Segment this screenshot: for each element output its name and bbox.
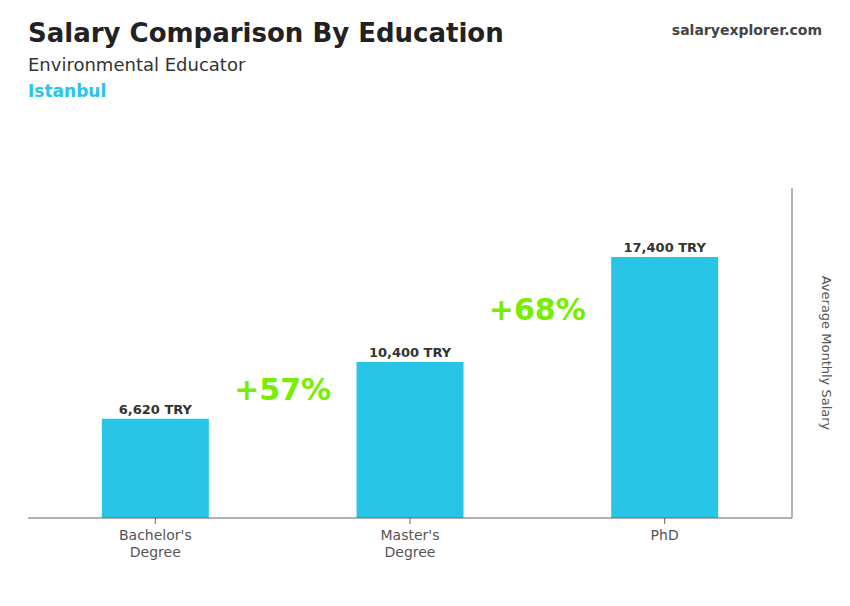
- svg-text:PhD: PhD: [651, 527, 679, 543]
- html-text:Salary Comparison By Education: Salary Comparison By Education: [28, 18, 504, 48]
- svg-text:Master'sDegree: Master'sDegree: [381, 527, 440, 560]
- svg-text:17,400 TRY: 17,400 TRY: [624, 240, 707, 255]
- svg-text:Bachelor'sDegree: Bachelor'sDegree: [119, 527, 192, 560]
- svg-text:6,620 TRY: 6,620 TRY: [119, 402, 193, 417]
- html-text:Environmental Educator: Environmental Educator: [28, 54, 246, 75]
- html-text:+57%: +57%: [234, 372, 332, 408]
- html-text:+68%: +68%: [488, 291, 586, 327]
- svg-text:Average Monthly Salary: Average Monthly Salary: [819, 276, 834, 431]
- html-text:salaryexplorer.com: salaryexplorer.com: [671, 22, 822, 38]
- html-text:Istanbul: Istanbul: [28, 81, 107, 101]
- svg-text:10,400 TRY: 10,400 TRY: [369, 345, 452, 360]
